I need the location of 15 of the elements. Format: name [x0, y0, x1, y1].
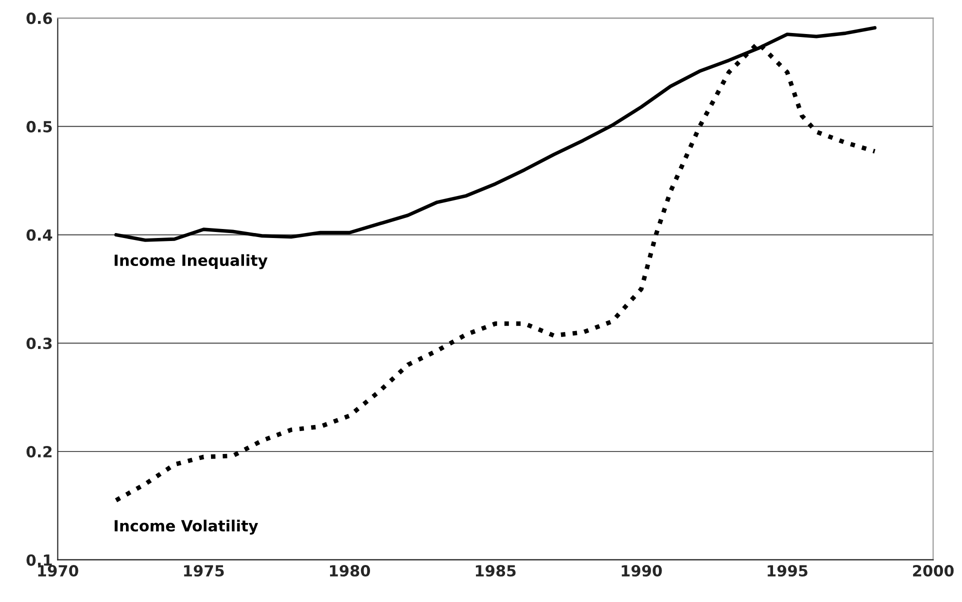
x-tick-label: 1985 — [476, 564, 516, 577]
x-tick-label: 1975 — [184, 565, 224, 577]
x-tick-label: 1970 — [38, 564, 78, 577]
y-tick-label: 0.6 — [26, 12, 52, 24]
x-tick-label: 2000 — [913, 564, 954, 577]
y-tick-label: 0.1 — [26, 554, 52, 566]
x-tick-label: 1995 — [768, 565, 808, 577]
series-label: Income Volatility — [114, 520, 258, 535]
series-label: Income Inequality — [114, 254, 268, 270]
y-tick-label: 0.5 — [26, 120, 52, 132]
x-tick-label: 1980 — [330, 564, 370, 577]
y-tick-label: 0.3 — [26, 338, 52, 350]
y-tick-label: 0.2 — [26, 446, 52, 458]
y-tick-label: 0.4 — [26, 229, 52, 241]
x-tick-label: 1990 — [622, 564, 662, 577]
